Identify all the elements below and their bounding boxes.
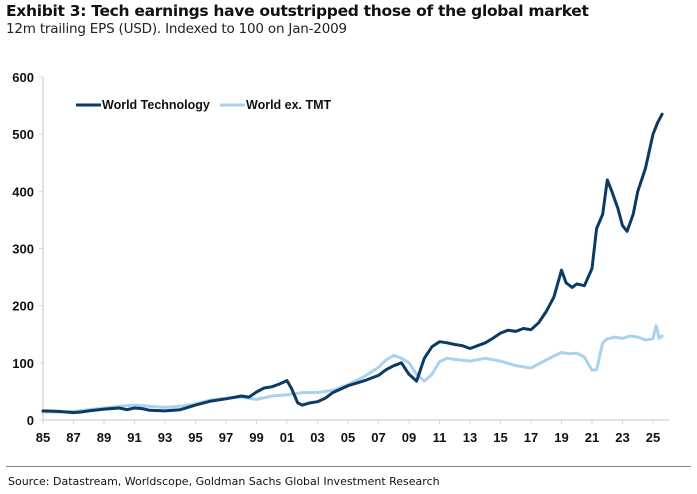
y-tick-label: 500 (12, 127, 34, 142)
x-tick-label: 91 (127, 430, 141, 445)
footer-divider (6, 466, 691, 467)
x-tick-label: 13 (463, 430, 477, 445)
series-line-world-ex-tmt (41, 324, 664, 414)
series-line-world-technology (41, 112, 664, 415)
line-chart: 0 100 200 300 400 500 600 85 87 89 91 93 95 97 99 01 03 0… (12, 70, 669, 445)
x-tick-label: 95 (188, 430, 202, 445)
x-tick-label: 21 (585, 430, 599, 445)
axes: 0 100 200 300 400 500 600 85 87 89 91 93 95 97 99 01 03 0… (12, 70, 669, 445)
series-layer (41, 112, 664, 415)
y-tick-label: 100 (12, 356, 34, 371)
chart-title: Exhibit 3: Tech earnings have outstrippe… (6, 2, 589, 20)
source-note: Source: Datastream, Worldscope, Goldman … (8, 475, 440, 488)
y-tick-label: 200 (12, 299, 34, 314)
chart-subtitle: 12m trailing EPS (USD). Indexed to 100 o… (6, 21, 347, 37)
x-tick-label: 07 (371, 430, 385, 445)
x-tick-label: 99 (249, 430, 263, 445)
x-tick-label: 05 (341, 430, 355, 445)
legend-label-world-ex-tmt: World ex. TMT (246, 98, 332, 112)
x-tick-label: 09 (402, 430, 416, 445)
x-tick-label: 97 (219, 430, 233, 445)
y-tick-label: 400 (12, 184, 34, 199)
x-tick-label: 19 (554, 430, 568, 445)
y-tick-label: 600 (12, 70, 34, 85)
x-tick-label: 15 (493, 430, 507, 445)
x-tick-label: 23 (615, 430, 629, 445)
y-tick-label: 0 (27, 413, 34, 428)
legend: World Technology World ex. TMT (76, 98, 332, 112)
x-tick-label: 25 (646, 430, 660, 445)
x-tick-label: 01 (280, 430, 294, 445)
y-tick-label: 300 (12, 242, 34, 257)
x-tick-label: 87 (66, 430, 80, 445)
x-tick-label: 03 (310, 430, 324, 445)
x-tick-label: 93 (158, 430, 172, 445)
x-tick-label: 85 (36, 430, 50, 445)
x-tick-label: 89 (97, 430, 111, 445)
x-tick-label: 11 (433, 430, 447, 445)
x-tick-label: 17 (524, 430, 538, 445)
legend-label-world-technology: World Technology (102, 98, 210, 112)
